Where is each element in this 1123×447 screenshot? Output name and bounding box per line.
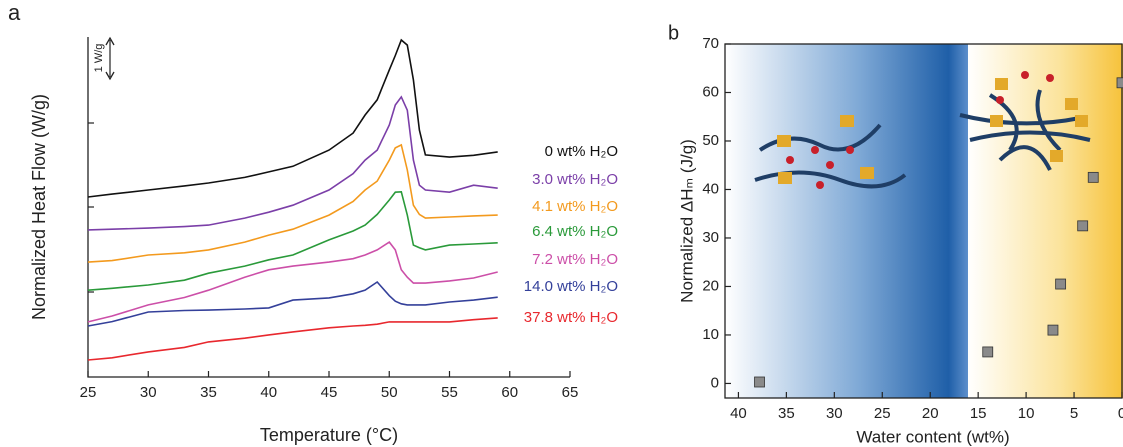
x-axis-title: Water content (wt%) [856, 427, 1009, 446]
data-point [1047, 324, 1059, 336]
x-tick-label: 0 [1118, 405, 1123, 422]
series-label: 7.2 wt% H₂O [532, 251, 618, 268]
x-tick-label: 40 [260, 384, 277, 401]
y-tick-label: 70 [702, 35, 719, 52]
series-label: 14.0 wt% H₂O [524, 278, 618, 295]
panel-label: b [668, 22, 679, 44]
y-axis-title: Normalized ΔHₘ (J/g) [677, 139, 696, 303]
x-tick-label: 35 [200, 384, 217, 401]
line-series [87, 143, 498, 263]
x-tick-label: 25 [874, 405, 891, 422]
y-tick-label: 20 [702, 277, 719, 294]
series-label: 37.8 wt% H₂O [524, 309, 618, 326]
series-label: 4.1 wt% H₂O [532, 198, 618, 215]
background-region [725, 44, 968, 398]
x-tick-label: 30 [140, 384, 157, 401]
y-tick-label: 50 [702, 132, 719, 149]
background-region [968, 44, 1123, 398]
line-series [87, 280, 498, 327]
y-axis-title: Normalized Heat Flow (W/g) [29, 94, 49, 320]
data-point [1116, 77, 1123, 89]
y-tick-label: 10 [702, 326, 719, 343]
data-point [754, 376, 765, 388]
y-tick-label: 30 [702, 229, 719, 246]
x-tick-label: 15 [970, 405, 987, 422]
y-tick-label: 60 [702, 83, 719, 100]
data-point [1055, 278, 1067, 290]
data-point [982, 346, 994, 358]
illustration-beads [777, 71, 1088, 189]
x-tick-label: 20 [922, 405, 939, 422]
line-series [87, 317, 498, 361]
line-series [87, 38, 498, 198]
line-series [87, 95, 498, 231]
x-tick-label: 55 [441, 384, 458, 401]
panel-b: b Water content (wt%) Normalized ΔHₘ (J/… [668, 22, 1123, 446]
line-series [87, 190, 498, 291]
y-tick-label: 40 [702, 180, 719, 197]
scale-bar-label: 1 W/g [93, 44, 105, 73]
scale-bar-arrows [105, 36, 115, 81]
data-point [1087, 171, 1099, 183]
plot-frame [724, 43, 1123, 399]
x-tick-label: 45 [321, 384, 338, 401]
series-label: 6.4 wt% H₂O [532, 223, 618, 240]
panel-label: a [8, 0, 21, 25]
x-tick-label: 35 [778, 405, 795, 422]
x-tick-label: 30 [826, 405, 843, 422]
x-tick-label: 60 [501, 384, 518, 401]
x-tick-label: 10 [1018, 405, 1035, 422]
x-tick-label: 50 [381, 384, 398, 401]
axes [87, 37, 570, 378]
y-tick-label: 0 [711, 374, 719, 391]
x-tick-label: 65 [562, 384, 579, 401]
x-tick-label: 5 [1070, 405, 1078, 422]
panel-a: a Temperature (°C) Normalized Heat Flow … [8, 0, 618, 445]
x-tick-label: 40 [730, 405, 747, 422]
series-label: 0 wt% H₂O [545, 143, 618, 160]
data-point [1077, 220, 1089, 232]
series-label: 3.0 wt% H₂O [532, 171, 618, 188]
x-axis-title: Temperature (°C) [260, 425, 398, 445]
x-tick-label: 25 [80, 384, 97, 401]
line-series [87, 241, 498, 323]
